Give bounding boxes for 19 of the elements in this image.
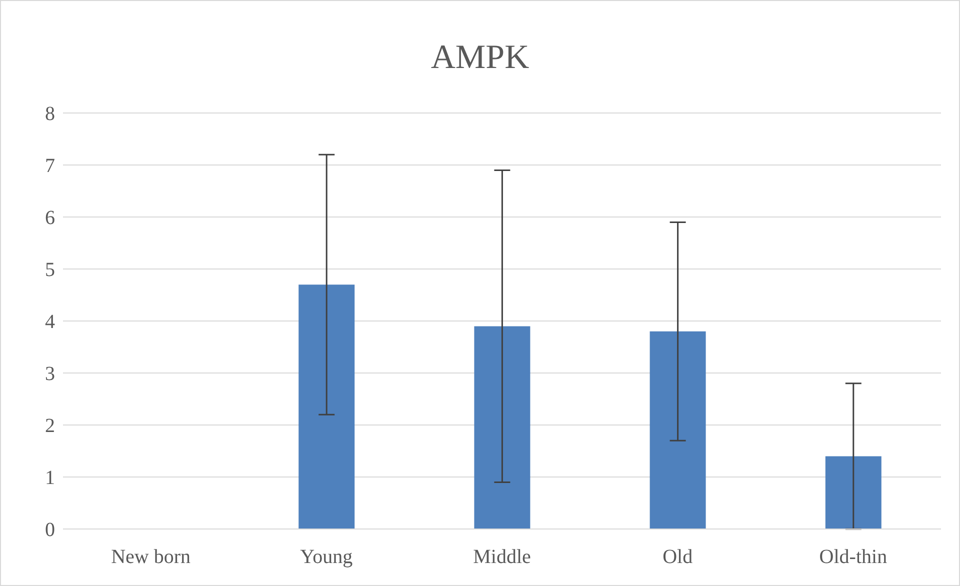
bar bbox=[825, 456, 882, 529]
y-tick-label: 7 bbox=[45, 155, 55, 178]
bar bbox=[474, 326, 530, 529]
y-tick-label: 0 bbox=[45, 519, 55, 542]
y-tick-label: 2 bbox=[45, 415, 55, 438]
x-tick-label: New born bbox=[111, 546, 191, 568]
y-tick-label: 5 bbox=[45, 259, 55, 282]
y-tick-label: 8 bbox=[45, 103, 55, 126]
y-tick-label: 6 bbox=[45, 207, 55, 230]
y-tick-label: 1 bbox=[45, 467, 55, 490]
bar bbox=[650, 331, 706, 529]
y-tick-label: 4 bbox=[45, 311, 55, 334]
chart-title: AMPK bbox=[430, 39, 530, 77]
y-tick-label: 3 bbox=[45, 363, 55, 386]
x-tick-label: Old bbox=[662, 546, 693, 568]
x-tick-label: Old-thin bbox=[819, 546, 888, 568]
x-tick-label: Middle bbox=[473, 546, 532, 568]
x-tick-label: Young bbox=[300, 546, 353, 568]
bar bbox=[298, 284, 355, 529]
